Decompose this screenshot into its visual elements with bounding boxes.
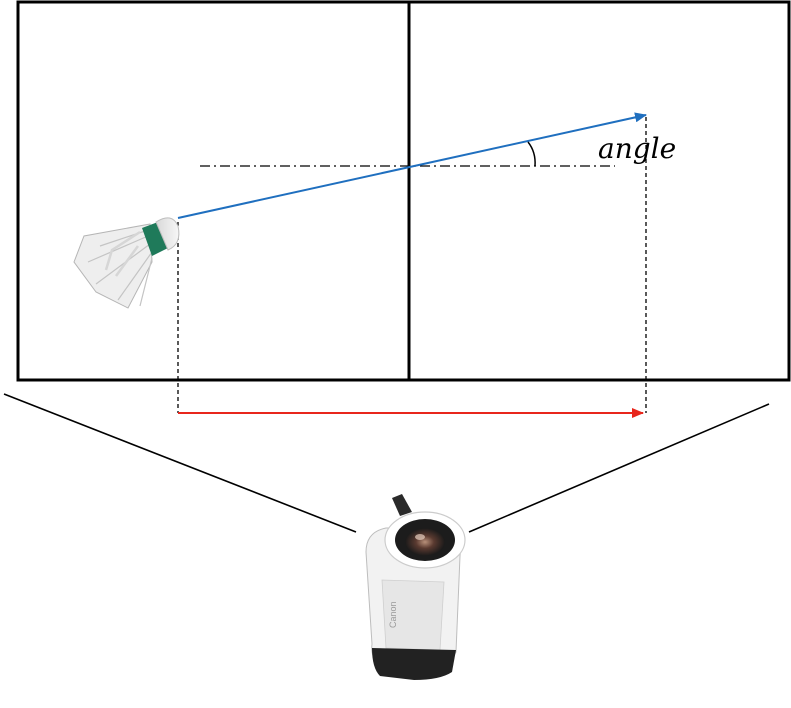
angle-arc xyxy=(527,141,536,167)
court-boundary xyxy=(16,0,791,382)
camera-fov-left xyxy=(3,393,357,533)
shuttlecock-icon xyxy=(73,217,180,309)
camera-fov-right xyxy=(468,403,770,533)
camera-brand-label: Canon xyxy=(388,601,398,628)
angle-label: angle xyxy=(598,132,676,165)
trajectory-arrow xyxy=(177,112,647,219)
camera-icon: Canon xyxy=(365,494,466,680)
